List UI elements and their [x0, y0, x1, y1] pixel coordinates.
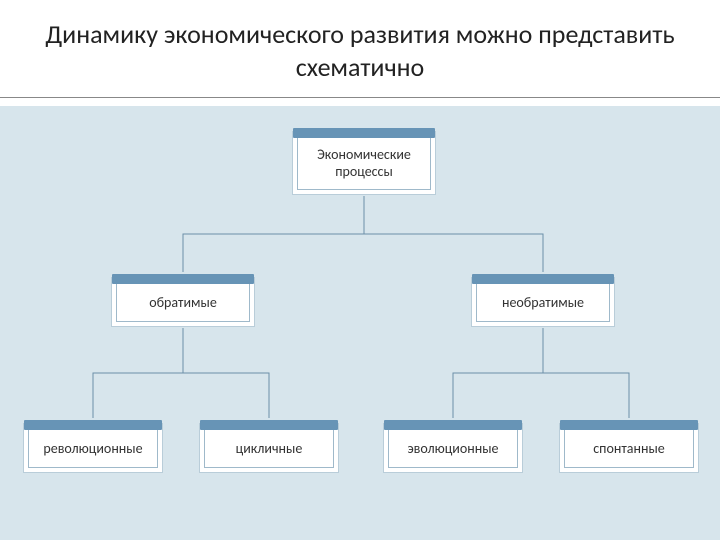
- diagram-area: Экономические процессы обратимые необратим…: [0, 106, 720, 540]
- node-label: необратимые: [502, 294, 584, 311]
- node-accent-bar: [384, 420, 522, 430]
- node-accent-bar: [24, 420, 162, 430]
- node-accent-bar: [112, 274, 254, 284]
- connector: [183, 328, 269, 418]
- node-leaf2: цикличные: [204, 428, 334, 468]
- connector: [93, 328, 183, 418]
- node-leaf1: революционные: [28, 428, 158, 468]
- node-label: обратимые: [149, 294, 217, 311]
- node-label: эволюционные: [407, 440, 498, 457]
- node-label: революционные: [43, 440, 142, 457]
- page-title: Динамику экономического развития можно п…: [40, 18, 680, 83]
- node-accent-bar: [293, 128, 435, 138]
- node-root: Экономические процессы: [297, 136, 431, 190]
- node-accent-bar: [560, 420, 698, 430]
- connector: [364, 196, 543, 272]
- node-leaf3: эволюционные: [388, 428, 518, 468]
- node-accent-bar: [472, 274, 614, 284]
- node-label: Экономические процессы: [302, 146, 426, 180]
- connector: [453, 328, 543, 418]
- node-accent-bar: [200, 420, 338, 430]
- node-leaf4: спонтанные: [564, 428, 694, 468]
- title-region: Динамику экономического развития можно п…: [0, 0, 720, 98]
- node-rev: обратимые: [116, 282, 250, 322]
- connector: [543, 328, 629, 418]
- node-label: спонтанные: [593, 440, 664, 457]
- node-label: цикличные: [236, 440, 303, 457]
- connector: [183, 196, 364, 272]
- node-irrev: необратимые: [476, 282, 610, 322]
- slide: Динамику экономического развития можно п…: [0, 0, 720, 540]
